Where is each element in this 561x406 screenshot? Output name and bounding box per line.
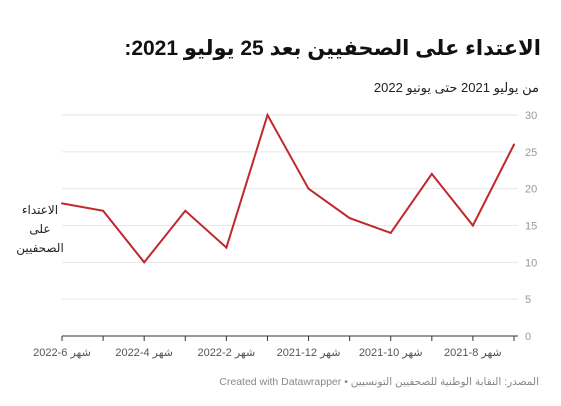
x-tick-label-2022-06: شهر 6-2022 [33, 347, 91, 359]
x-tick-label-2021-08: شهر 8-2021 [444, 347, 502, 359]
data-point-2021-12 [307, 187, 310, 190]
x-axis-tick-labels: شهر 8-2021 شهر 10-2021 شهر 12-2021 شهر 2-20… [33, 347, 502, 359]
data-point-2022-03 [184, 209, 187, 212]
series-label-line-2: الصحفيين [16, 241, 64, 256]
y-tick-label-25: 25 [525, 147, 537, 159]
data-point-2022-04 [143, 261, 146, 264]
y-tick-label-10: 10 [525, 257, 537, 269]
data-point-2022-02 [225, 246, 228, 249]
y-axis-tick-labels: 0 5 10 15 20 25 30 [525, 110, 537, 343]
x-tick-label-2022-02: شهر 2-2022 [198, 347, 256, 359]
x-tick-label-2021-12: شهر 12-2021 [277, 347, 341, 359]
footer-source: المصدر: النقابة الوطنية للصحفيين التونسي… [350, 376, 539, 388]
data-point-2021-10 [389, 231, 392, 234]
series-labels: الاعتداء على الصحفيين [16, 203, 64, 256]
data-point-2021-09 [430, 172, 433, 175]
data-point-2021-08 [471, 224, 474, 227]
series-label-line-1: على [29, 222, 50, 236]
data-point-2022-06 [61, 202, 63, 205]
data-point-2021-07 [513, 143, 515, 146]
data-point-2021-11 [348, 217, 351, 220]
grid-lines [62, 114, 518, 300]
chart-footer: المصدر: النقابة الوطنية للصحفيين التونسي… [16, 376, 539, 388]
series-label-line-0: الاعتداء [22, 203, 58, 217]
series-lines [61, 112, 515, 264]
footer-credit: Created with Datawrapper [219, 376, 342, 388]
chart-title: الاعتداء على الصحفيين بعد 25 يوليو 2021: [124, 37, 541, 60]
y-tick-label-20: 20 [525, 184, 537, 196]
data-point-2022-05 [102, 209, 105, 212]
y-tick-label-15: 15 [525, 221, 537, 233]
x-axis [61, 335, 518, 341]
x-tick-label-2022-04: شهر 4-2022 [115, 347, 173, 359]
x-tick-label-2021-10: شهر 10-2021 [359, 347, 423, 359]
chart-subtitle: من يوليو 2021 حتى يونيو 2022 [373, 80, 539, 95]
y-tick-label-5: 5 [525, 294, 531, 306]
data-point-2022-01 [266, 114, 269, 116]
y-tick-label-0: 0 [525, 331, 531, 343]
line-chart: 0 5 10 15 20 25 30 شهر 8-2021 شهر 10-2021 شهر 12… [16, 110, 537, 359]
footer-separator: • [344, 376, 348, 388]
y-tick-label-30: 30 [525, 110, 537, 122]
series-line-0 [61, 112, 515, 264]
